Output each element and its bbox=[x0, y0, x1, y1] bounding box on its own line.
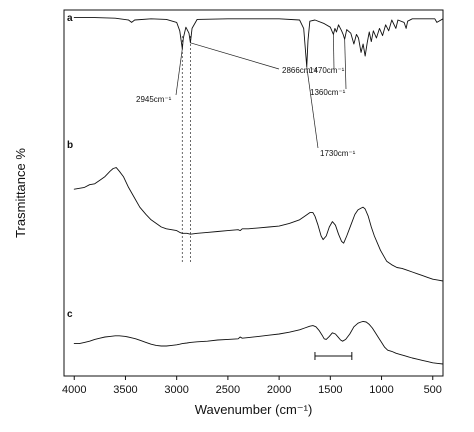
annotation-leader-line bbox=[175, 48, 183, 96]
plot-layer bbox=[63, 9, 444, 380]
annotation-leader-line bbox=[306, 66, 319, 149]
series-line-a bbox=[73, 17, 444, 68]
x-axis-title: Wavenumber (cm⁻¹) bbox=[195, 402, 313, 417]
x-tick-label: 3000 bbox=[164, 384, 188, 396]
x-tick-label: 2000 bbox=[267, 384, 291, 396]
annotation-label: 1730cm⁻¹ bbox=[320, 149, 356, 158]
x-tick-label: 500 bbox=[424, 384, 442, 396]
annotation-label: 1470cm⁻¹ bbox=[309, 66, 345, 75]
plot-frame bbox=[63, 9, 444, 377]
annotation-label: 1360cm⁻¹ bbox=[310, 88, 346, 97]
series-line-b bbox=[73, 167, 444, 282]
annotation-label: 2866cm⁻¹ bbox=[282, 66, 318, 75]
x-tick-label: 1500 bbox=[318, 384, 342, 396]
annotation-leader-line bbox=[344, 39, 347, 90]
annotation-leader-line bbox=[190, 42, 280, 70]
series-label-c: c bbox=[67, 309, 73, 320]
series-line-c bbox=[73, 320, 444, 365]
y-axis-title: Trasmittance % bbox=[13, 148, 28, 238]
series-label-a: a bbox=[67, 13, 73, 24]
series-label-b: b bbox=[67, 140, 73, 151]
x-tick-label: 1000 bbox=[369, 384, 393, 396]
x-tick-label: 2500 bbox=[216, 384, 240, 396]
annotation-label: 2945cm⁻¹ bbox=[136, 95, 172, 104]
x-tick-label: 3500 bbox=[113, 384, 137, 396]
annotation-leader-line bbox=[333, 34, 335, 70]
x-tick-label: 4000 bbox=[62, 384, 86, 396]
text-layer: Wavenumber (cm⁻¹) Trasmittance % 4000 350… bbox=[13, 13, 442, 417]
